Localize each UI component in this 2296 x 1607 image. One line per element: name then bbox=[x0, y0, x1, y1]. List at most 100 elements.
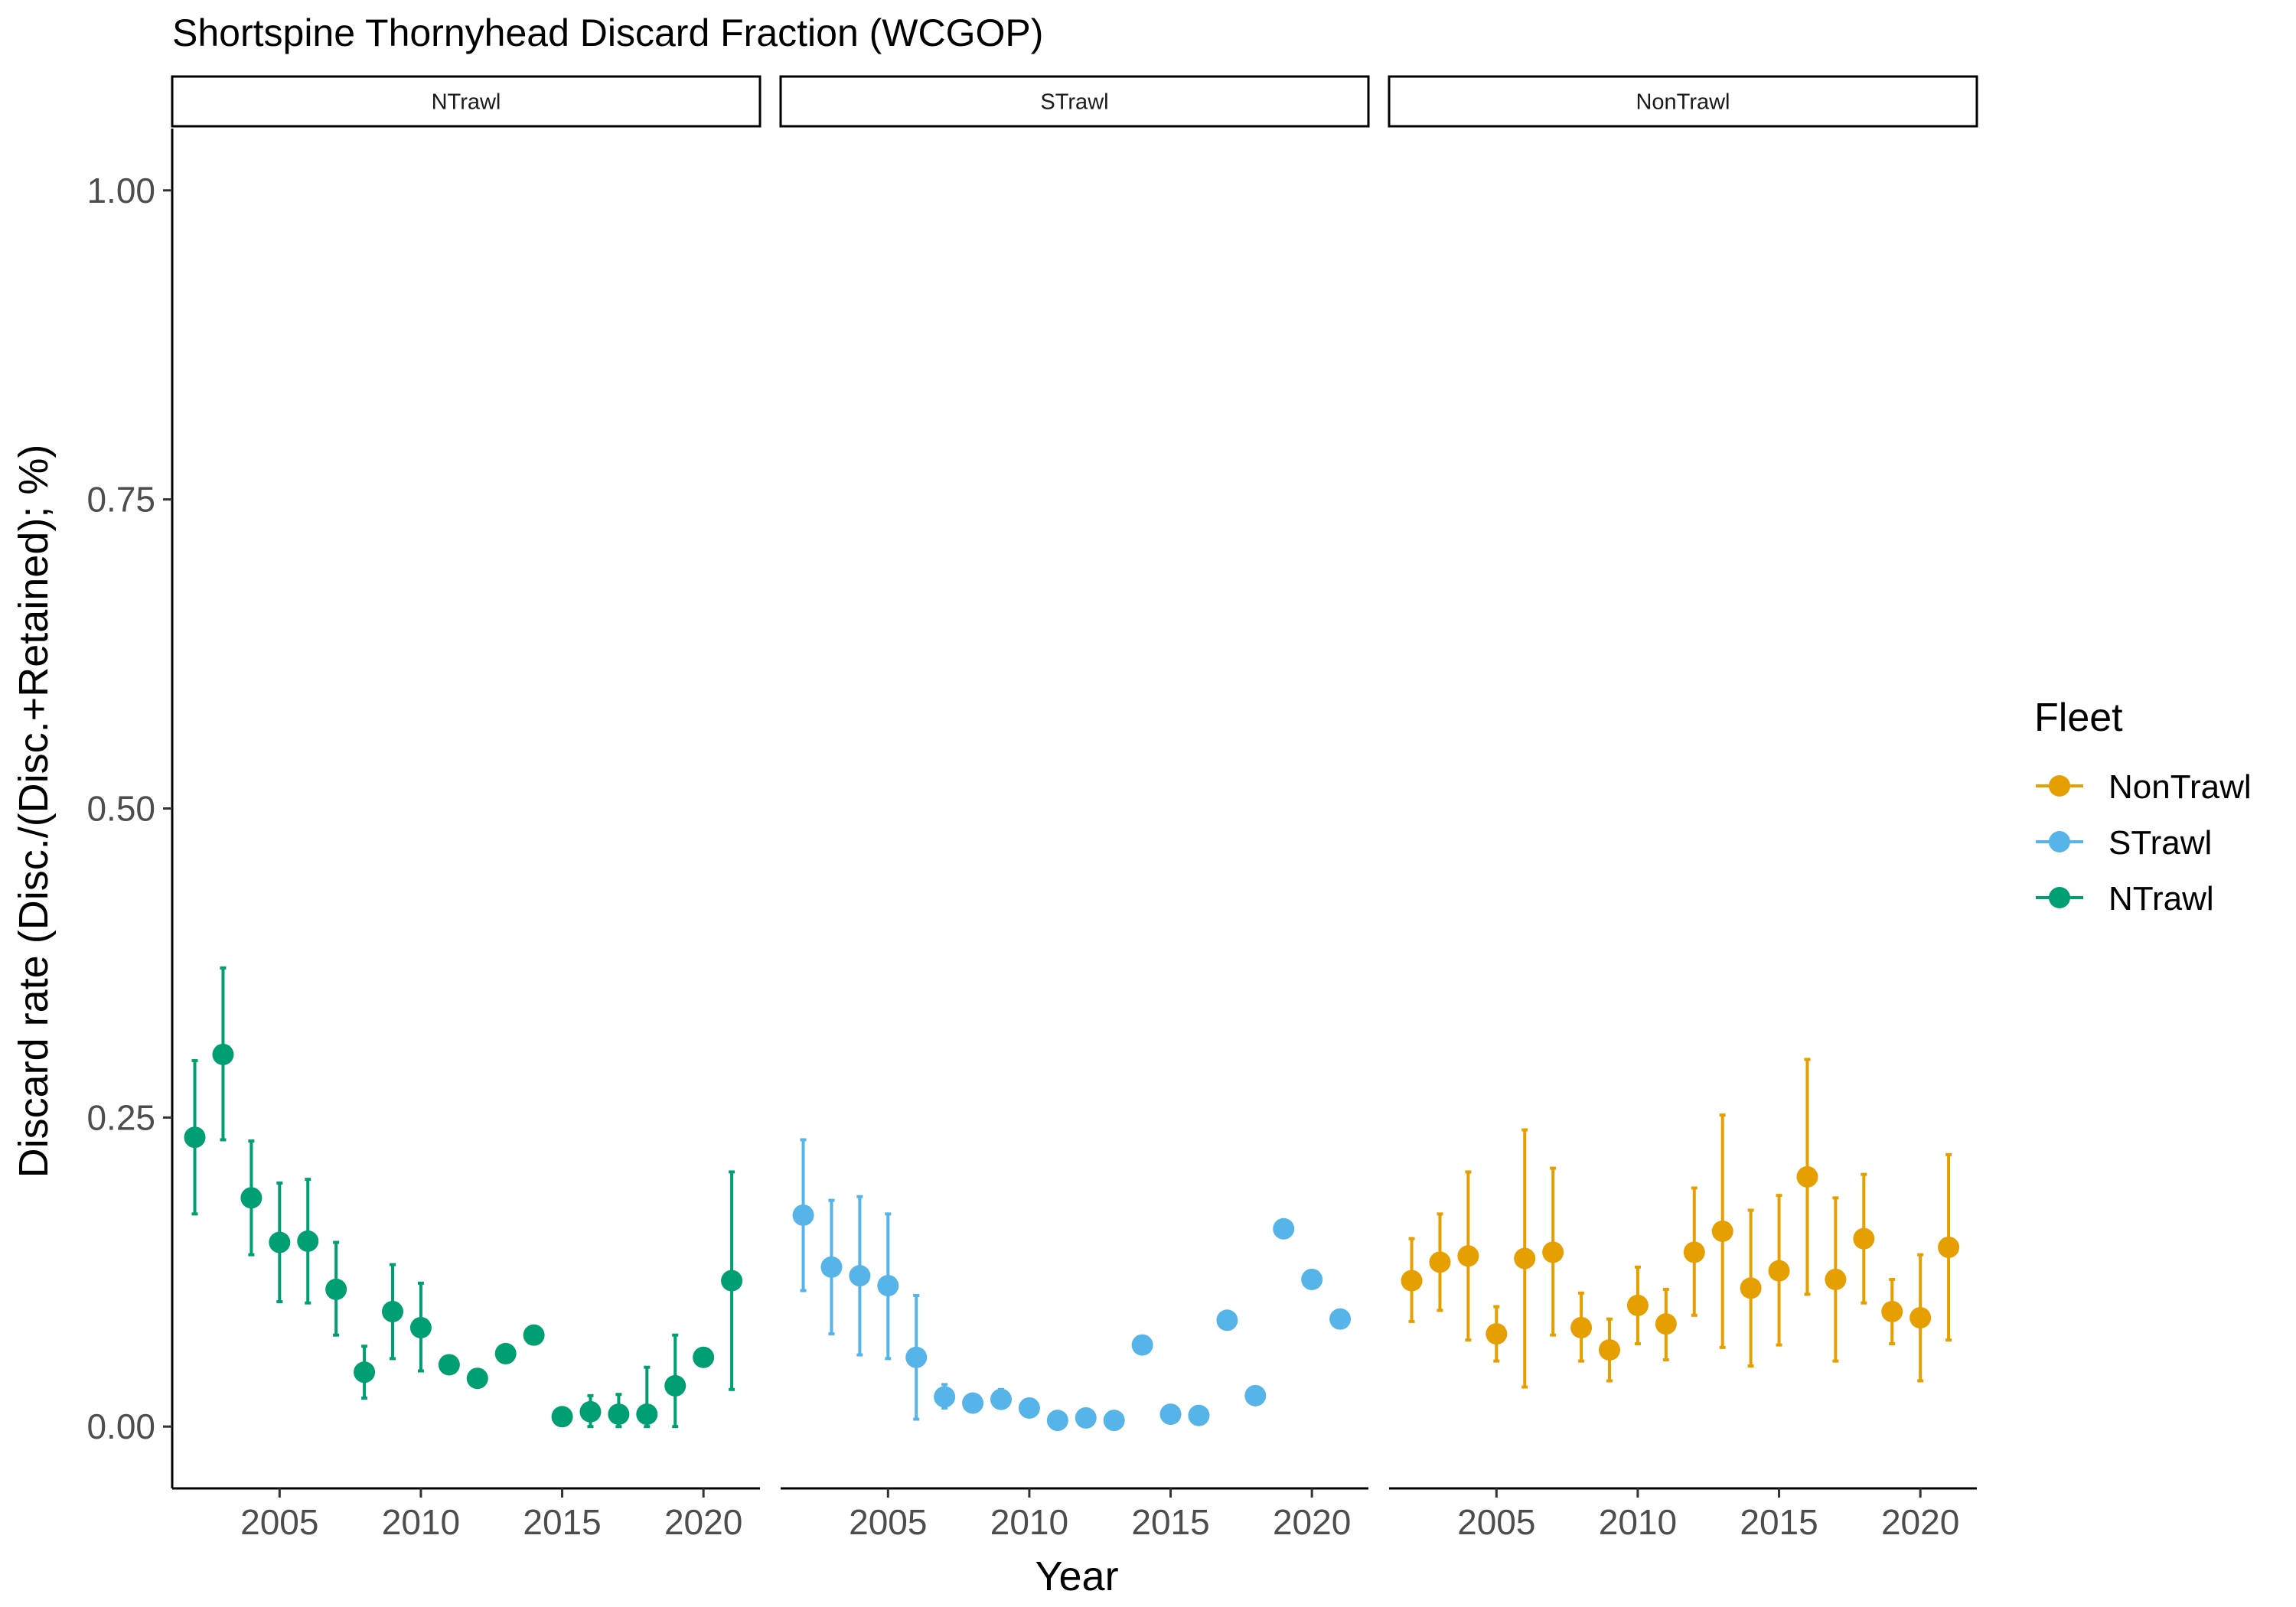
x-tick-label: 2010 bbox=[990, 1502, 1068, 1542]
legend-label: STrawl bbox=[2108, 824, 2212, 862]
facet-strip bbox=[1388, 75, 1978, 128]
data-point bbox=[1825, 1268, 1847, 1290]
data-point bbox=[1570, 1316, 1593, 1338]
data-point bbox=[240, 1187, 263, 1209]
data-point bbox=[1626, 1294, 1649, 1316]
y-tick-label: 0.50 bbox=[86, 789, 155, 829]
data-point bbox=[494, 1342, 517, 1364]
x-tick-label: 2010 bbox=[382, 1502, 460, 1542]
y-tick-label: 0.75 bbox=[86, 480, 155, 520]
data-point bbox=[608, 1403, 630, 1426]
data-point bbox=[1401, 1270, 1423, 1292]
legend-label: NonTrawl bbox=[2108, 768, 2252, 806]
y-tick-label: 0.25 bbox=[86, 1097, 155, 1137]
legend-entry-strawl: STrawl bbox=[2036, 824, 2212, 862]
data-point bbox=[1655, 1313, 1677, 1335]
data-point bbox=[990, 1388, 1012, 1410]
data-point bbox=[1514, 1247, 1536, 1270]
legend-key-point bbox=[2049, 887, 2070, 908]
data-point bbox=[1768, 1260, 1790, 1282]
data-point bbox=[1599, 1339, 1620, 1361]
data-point bbox=[1853, 1227, 1875, 1250]
data-point bbox=[792, 1204, 814, 1226]
data-point bbox=[962, 1392, 984, 1414]
y-tick-label: 0.00 bbox=[86, 1407, 155, 1446]
facet-strip-label: NonTrawl bbox=[1636, 90, 1730, 115]
data-point bbox=[905, 1346, 928, 1368]
y-axis-title: Discard rate (Disc./(Disc.+Retained); %) bbox=[11, 445, 57, 1178]
data-point bbox=[721, 1270, 743, 1292]
data-point bbox=[1188, 1404, 1210, 1426]
data-point bbox=[1910, 1307, 1932, 1329]
data-point bbox=[1046, 1410, 1068, 1432]
data-point bbox=[1881, 1300, 1903, 1322]
facet-panels: NTrawl 2005 2010 2015 2020 STrawl 2005 2010 2015… bbox=[171, 75, 1978, 1542]
data-point bbox=[1273, 1217, 1295, 1240]
x-tick-label: 2005 bbox=[240, 1502, 318, 1542]
data-point bbox=[269, 1231, 291, 1253]
legend: Fleet NonTrawl STrawl NTrawl bbox=[2034, 696, 2252, 918]
legend-title: Fleet bbox=[2034, 696, 2123, 740]
x-tick-label: 2015 bbox=[1740, 1502, 1818, 1542]
data-point bbox=[1740, 1277, 1762, 1299]
data-point bbox=[466, 1367, 488, 1390]
facet-strip-label: STrawl bbox=[1040, 90, 1108, 115]
data-point bbox=[1131, 1334, 1153, 1356]
data-point bbox=[877, 1275, 899, 1297]
legend-entry-nontrawl: NonTrawl bbox=[2036, 768, 2252, 806]
data-point bbox=[409, 1316, 432, 1338]
legend-key-point bbox=[2049, 831, 2070, 852]
data-point bbox=[1711, 1220, 1733, 1242]
data-point bbox=[1486, 1323, 1508, 1345]
chart-title: Shortspine Thornyhead Discard Fraction (… bbox=[172, 11, 1043, 54]
x-tick-label: 2020 bbox=[1881, 1502, 1959, 1542]
data-point bbox=[934, 1386, 956, 1408]
facet-strip bbox=[779, 75, 1370, 128]
x-tick-label: 2020 bbox=[664, 1502, 742, 1542]
data-point bbox=[523, 1324, 545, 1346]
x-axis-title: Year bbox=[1035, 1553, 1118, 1599]
data-point bbox=[325, 1278, 347, 1300]
data-point bbox=[1244, 1384, 1267, 1407]
data-point bbox=[664, 1374, 687, 1397]
data-point bbox=[212, 1043, 234, 1065]
data-point bbox=[1429, 1251, 1451, 1273]
data-point bbox=[354, 1361, 376, 1384]
data-point bbox=[438, 1354, 460, 1376]
data-point bbox=[693, 1346, 715, 1368]
data-point bbox=[1796, 1165, 1818, 1188]
legend-key-point bbox=[2049, 775, 2070, 797]
data-point bbox=[297, 1230, 319, 1252]
data-point bbox=[1159, 1403, 1182, 1426]
facet-panel-strawl: STrawl 2005 2010 2015 2020 bbox=[779, 75, 1370, 1542]
y-tick-label: 1.00 bbox=[86, 171, 155, 210]
y-axis: 0.00 0.25 0.50 0.75 1.00 bbox=[86, 129, 174, 1488]
data-point bbox=[1938, 1236, 1960, 1258]
facet-strip bbox=[171, 75, 762, 128]
data-point bbox=[184, 1126, 206, 1149]
data-point bbox=[1683, 1241, 1705, 1263]
facet-strip-label: NTrawl bbox=[432, 90, 501, 115]
data-point bbox=[1103, 1410, 1125, 1432]
data-point bbox=[1329, 1308, 1352, 1330]
data-point bbox=[1542, 1241, 1564, 1263]
data-point bbox=[849, 1265, 871, 1287]
x-tick-label: 2005 bbox=[1457, 1502, 1535, 1542]
data-point bbox=[1216, 1309, 1238, 1332]
x-tick-label: 2015 bbox=[523, 1502, 601, 1542]
data-point bbox=[382, 1300, 403, 1322]
legend-label: NTrawl bbox=[2108, 880, 2214, 918]
facet-panel-ntrawl: NTrawl 2005 2010 2015 2020 bbox=[171, 75, 762, 1542]
facet-panel-nontrawl: NonTrawl 2005 2010 2015 2020 bbox=[1388, 75, 1978, 1542]
x-tick-label: 2015 bbox=[1131, 1502, 1209, 1542]
data-point bbox=[1075, 1407, 1097, 1429]
data-point bbox=[551, 1406, 573, 1428]
x-tick-label: 2020 bbox=[1273, 1502, 1351, 1542]
x-tick-label: 2010 bbox=[1599, 1502, 1677, 1542]
data-point bbox=[636, 1403, 658, 1426]
legend-entries: NonTrawl STrawl NTrawl bbox=[2036, 768, 2252, 918]
data-point bbox=[1301, 1268, 1323, 1290]
data-point bbox=[1018, 1397, 1040, 1419]
legend-entry-ntrawl: NTrawl bbox=[2036, 880, 2214, 918]
data-point bbox=[1457, 1245, 1479, 1267]
